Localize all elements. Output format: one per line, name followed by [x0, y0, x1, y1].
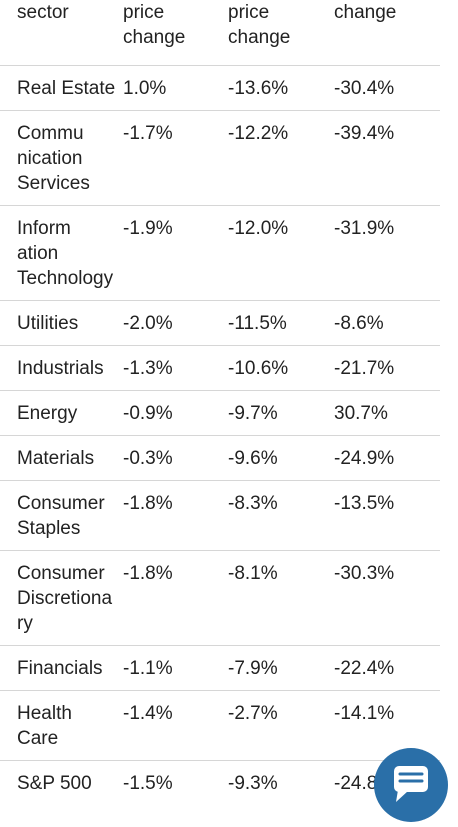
month-change: -7.9%	[228, 658, 278, 679]
sector-name: Materials	[17, 448, 95, 469]
header-month-change: September price change	[228, 2, 291, 48]
day-change: -2.0%	[123, 313, 173, 334]
ytd-change: -22.4%	[334, 658, 395, 679]
day-change: 1.0%	[123, 78, 167, 99]
ytd-change: -30.3%	[334, 563, 395, 584]
ytd-change: -14.1%	[334, 703, 395, 724]
sector-name: Consumer Discretiona ry	[17, 563, 113, 634]
table-row: Consumer Staples -1.8% -8.3% -13.5%	[0, 480, 440, 550]
sector-name: Utilities	[17, 313, 79, 334]
month-change: -9.7%	[228, 403, 278, 424]
sector-name: Consumer Staples	[17, 493, 105, 539]
table-row: Utilities -2.0% -11.5% -8.6%	[0, 300, 440, 345]
header-sector: S&P 500 sector	[17, 2, 69, 23]
day-change: -0.3%	[123, 448, 173, 469]
day-change: -1.4%	[123, 703, 173, 724]
month-change: -2.7%	[228, 703, 278, 724]
ytd-change: -30.4%	[334, 78, 395, 99]
ytd-change: -39.4%	[334, 123, 395, 144]
header-ytd-change: 2022 price change	[334, 2, 397, 23]
month-change: -11.5%	[228, 313, 287, 334]
table-row: Commu nication Services -1.7% -12.2% -39…	[0, 110, 440, 205]
table-row: Financials -1.1% -7.9% -22.4%	[0, 645, 440, 690]
sector-name: Real Estate	[17, 78, 116, 99]
month-change: -8.3%	[228, 493, 278, 514]
day-change: -1.8%	[123, 493, 173, 514]
table-row: Inform ation Technology -1.9% -12.0% -31…	[0, 205, 440, 300]
ytd-change: -13.5%	[334, 493, 395, 514]
sector-name: Financials	[17, 658, 103, 679]
day-change: -1.3%	[123, 358, 173, 379]
table-row: Real Estate 1.0% -13.6% -30.4%	[0, 65, 440, 110]
day-change: -1.8%	[123, 563, 173, 584]
ytd-change: -24.9%	[334, 448, 395, 469]
month-change: -13.6%	[228, 78, 289, 99]
table-row: Health Care -1.4% -2.7% -14.1%	[0, 690, 440, 760]
sector-name: Industrials	[17, 358, 104, 379]
header-day-change: Sept. 30 price change	[123, 2, 186, 48]
sector-name: Energy	[17, 403, 78, 424]
sector-name: Health Care	[17, 703, 72, 749]
sector-name: Commu nication Services	[17, 123, 90, 194]
month-change: -10.6%	[228, 358, 289, 379]
chat-button[interactable]	[374, 748, 448, 822]
day-change: -0.9%	[123, 403, 173, 424]
table-header: S&P 500 sector Sept. 30 price change Sep…	[0, 0, 440, 66]
sector-name: S&P 500	[17, 773, 92, 794]
month-change: -12.0%	[228, 218, 289, 239]
day-change: -1.9%	[123, 218, 173, 239]
table-row: Materials -0.3% -9.6% -24.9%	[0, 435, 440, 480]
month-change: -9.6%	[228, 448, 278, 469]
table-row: Industrials -1.3% -10.6% -21.7%	[0, 345, 440, 390]
table-row: Consumer Discretiona ry -1.8% -8.1% -30.…	[0, 550, 440, 645]
day-change: -1.5%	[123, 773, 173, 794]
sector-table: Real Estate 1.0% -13.6% -30.4% Commu nic…	[0, 65, 440, 805]
ytd-change: -21.7%	[334, 358, 395, 379]
ytd-change: -8.6%	[334, 313, 384, 334]
month-change: -12.2%	[228, 123, 289, 144]
table-row: Energy -0.9% -9.7% 30.7%	[0, 390, 440, 435]
day-change: -1.1%	[123, 658, 173, 679]
month-change: -9.3%	[228, 773, 278, 794]
month-change: -8.1%	[228, 563, 278, 584]
ytd-change: -31.9%	[334, 218, 395, 239]
ytd-change: 30.7%	[334, 403, 388, 424]
sector-name: Inform ation Technology	[17, 218, 114, 289]
day-change: -1.7%	[123, 123, 173, 144]
chat-bubble-icon	[394, 766, 428, 802]
